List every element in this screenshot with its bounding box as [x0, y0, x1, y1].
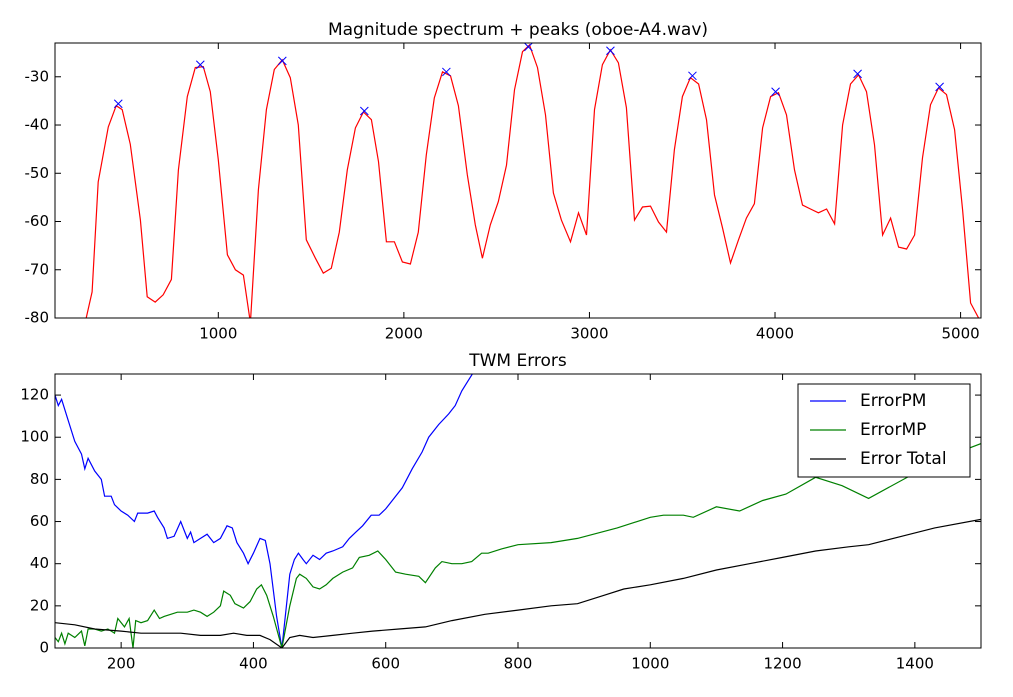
peak-marker: [277, 56, 287, 66]
legend-label: ErrorPM: [860, 391, 926, 411]
series-line: [55, 443, 981, 648]
y-tick-label: -50: [25, 164, 50, 182]
y-tick-label: 40: [30, 554, 49, 572]
chart-title: Magnitude spectrum + peaks (oboe-A4.wav): [328, 20, 708, 40]
y-tick-label: -70: [25, 260, 50, 278]
peak-marker: [113, 99, 123, 109]
peak-marker: [771, 87, 780, 97]
y-tick-label: 80: [30, 470, 49, 488]
x-tick-label: 200: [107, 655, 136, 673]
x-tick-label: 1000: [631, 655, 669, 673]
peak-marker: [935, 82, 944, 92]
y-tick-label: 120: [20, 386, 49, 404]
peak-marker: [606, 46, 615, 56]
legend-label: ErrorMP: [860, 420, 926, 440]
x-tick-label: 2000: [385, 325, 423, 343]
plot-area: [85, 43, 980, 318]
x-tick-label: 1200: [763, 655, 801, 673]
y-tick-label: -30: [25, 67, 50, 85]
series-line: [55, 518, 981, 648]
x-tick-label: 400: [239, 655, 268, 673]
plot-area: [55, 374, 981, 648]
peak-marker: [359, 106, 369, 116]
y-tick-label: -40: [25, 116, 50, 134]
y-tick-label: 0: [39, 639, 49, 657]
axes-frame: [54, 42, 982, 319]
peak-marker: [688, 71, 697, 81]
x-tick-label: 800: [504, 655, 533, 673]
peak-marker: [524, 43, 533, 52]
x-tick-label: 600: [371, 655, 400, 673]
y-tick-label: -60: [25, 212, 50, 230]
peak-marker: [853, 69, 862, 79]
x-tick-label: 4000: [756, 325, 794, 343]
y-tick-label: 20: [30, 596, 49, 614]
peak-marker: [195, 60, 205, 70]
x-tick-label: 5000: [941, 325, 979, 343]
x-tick-label: 1400: [896, 655, 934, 673]
series-line: [55, 374, 474, 648]
x-tick-label: 3000: [570, 325, 608, 343]
chart-title: TWM Errors: [468, 351, 567, 371]
y-tick-label: -80: [25, 309, 50, 327]
x-tick-label: 1000: [199, 325, 237, 343]
series-line: [85, 43, 980, 318]
y-tick-label: 60: [30, 512, 49, 530]
peak-marker: [442, 67, 451, 77]
legend-label: Error Total: [860, 449, 947, 469]
y-tick-label: 100: [20, 428, 49, 446]
